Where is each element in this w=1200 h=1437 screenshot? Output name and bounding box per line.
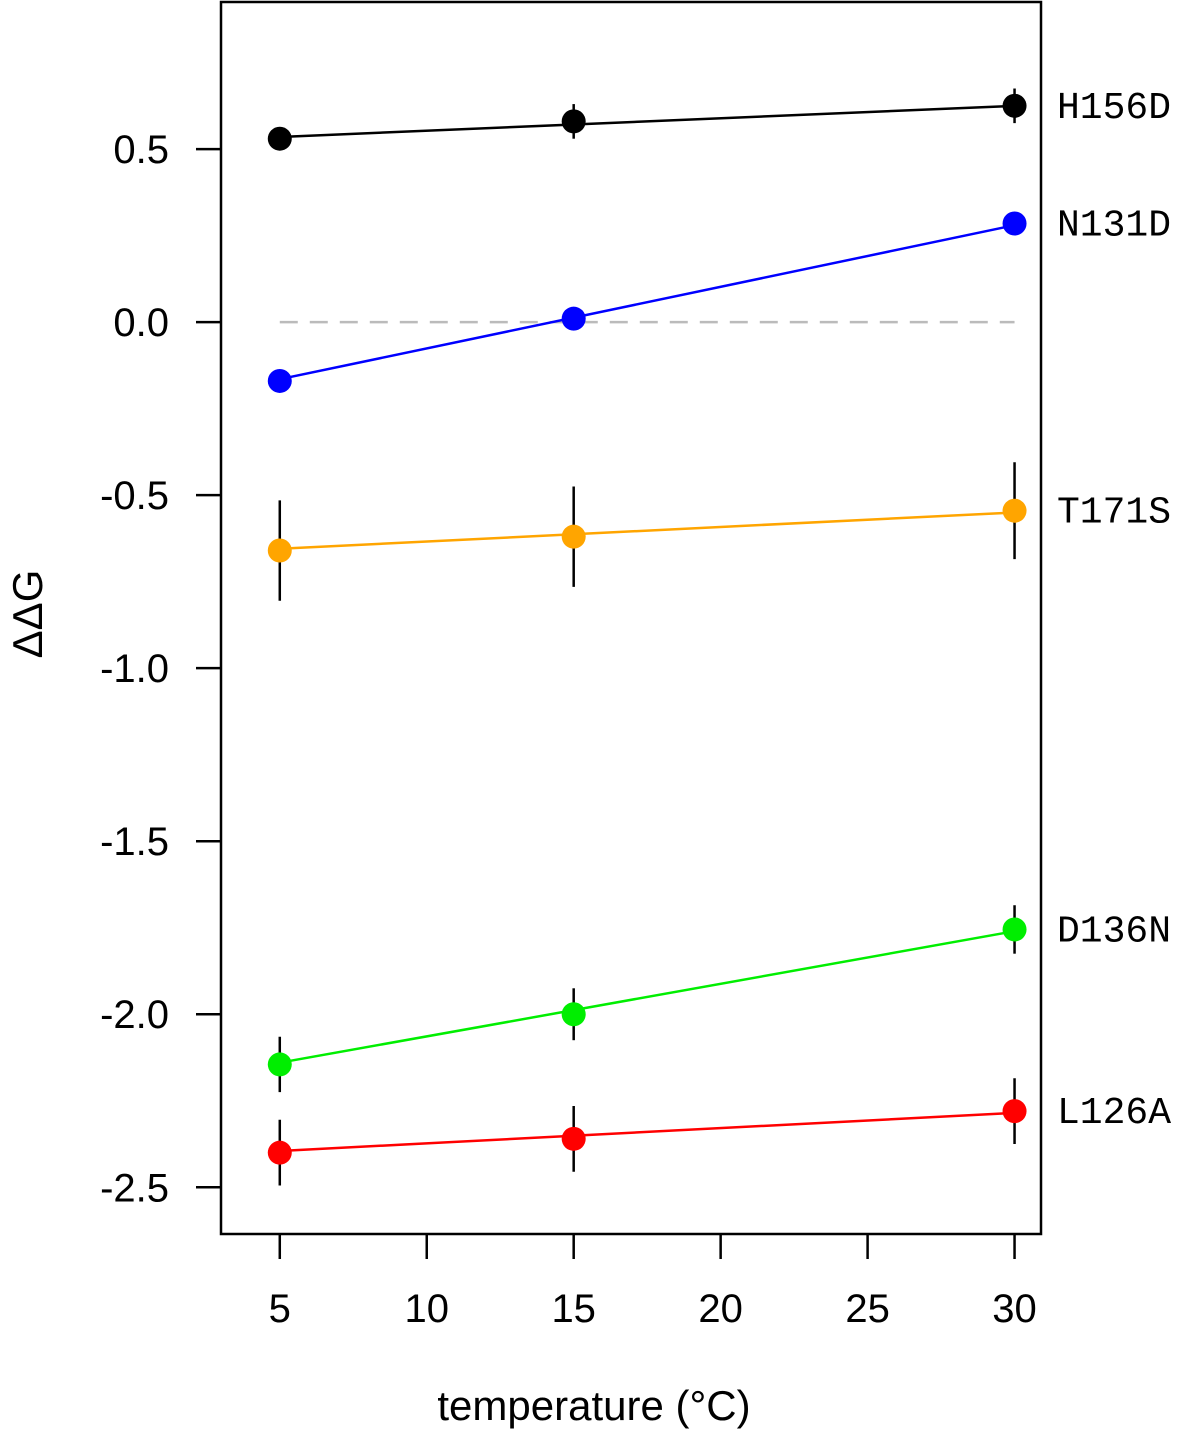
data-point-d136n	[1002, 917, 1027, 942]
series-labels-layer: H156D N131D T171S D136N L126A	[1057, 87, 1171, 1135]
fit-line-h156d	[279, 104, 1015, 139]
y-axis: 0.5 0.0 -0.5 -1.0 -1.5 -2.0 -2.5	[100, 128, 221, 1210]
data-point-l126a	[561, 1126, 586, 1151]
series-label-t171s: T171S	[1057, 492, 1171, 535]
data-point-t171s	[561, 524, 586, 549]
x-tick-label: 25	[845, 1287, 890, 1331]
fit-line-l126a	[279, 1111, 1015, 1153]
data-point-h156d	[1002, 93, 1027, 118]
x-axis: 5 10 15 20 25 30	[269, 1234, 1037, 1331]
x-tick-label: 10	[404, 1287, 449, 1331]
fit-line-t171s	[279, 511, 1015, 551]
points-layer	[267, 93, 1027, 1165]
data-point-h156d	[561, 109, 586, 134]
data-point-d136n	[561, 1002, 586, 1027]
data-point-l126a	[1002, 1099, 1027, 1124]
y-tick-label: 0.5	[113, 128, 169, 172]
series-label-d136n: D136N	[1057, 910, 1171, 953]
data-point-n131d	[267, 368, 292, 393]
y-tick-label: 0.0	[113, 301, 169, 345]
fit-line-d136n	[279, 929, 1015, 1064]
y-tick-label: -1.5	[100, 820, 169, 864]
series-label-h156d: H156D	[1057, 87, 1171, 130]
data-point-l126a	[267, 1140, 292, 1165]
plot-frame	[219, 0, 1043, 1236]
data-point-h156d	[267, 126, 292, 151]
x-tick-label: 30	[992, 1287, 1037, 1331]
y-axis-title: ΔΔG	[4, 570, 51, 659]
series-label-n131d: N131D	[1057, 204, 1171, 247]
error-bars-layer	[278, 88, 1016, 1186]
fit-line-n131d	[279, 223, 1015, 381]
y-tick-label: -0.5	[100, 474, 169, 518]
data-point-t171s	[267, 538, 292, 563]
x-tick-label: 20	[698, 1287, 743, 1331]
data-point-n131d	[561, 306, 586, 331]
data-point-t171s	[1002, 498, 1027, 523]
y-tick-label: -2.0	[100, 993, 169, 1037]
series-label-l126a: L126A	[1057, 1092, 1171, 1135]
data-point-n131d	[1002, 211, 1027, 236]
y-tick-label: -1.0	[100, 647, 169, 691]
data-point-d136n	[267, 1052, 292, 1077]
y-tick-label: -2.5	[100, 1166, 169, 1210]
x-tick-label: 15	[551, 1287, 596, 1331]
x-axis-title: temperature (°C)	[437, 1382, 750, 1429]
x-tick-label: 5	[269, 1287, 291, 1331]
fit-lines-layer	[279, 104, 1015, 1153]
